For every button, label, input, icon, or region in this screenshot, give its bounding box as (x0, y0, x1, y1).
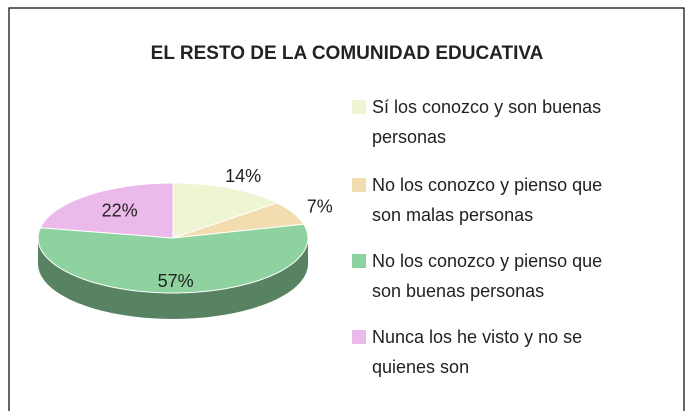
data-label: 22% (102, 200, 138, 220)
data-label: 57% (158, 271, 194, 291)
legend-swatch (352, 254, 366, 268)
legend-item: Sí los conozco y son buenas personas (352, 92, 642, 152)
legend-item: No los conozco y pienso que son buenas p… (352, 246, 642, 306)
legend-label: Sí los conozco y son buenas personas (372, 97, 602, 147)
slice (172, 182, 279, 239)
slice (172, 202, 305, 239)
slice (37, 223, 309, 294)
slice-side (38, 238, 308, 319)
legend-label: No los conozco y pienso que son malas pe… (372, 175, 603, 225)
data-label: 7% (307, 196, 333, 216)
data-label: 14% (225, 166, 261, 186)
legend-swatch (352, 100, 366, 114)
legend-item: No los conozco y pienso que son malas pe… (352, 170, 642, 230)
legend-swatch (352, 178, 366, 192)
chart-title: EL RESTO DE LA COMUNIDAD EDUCATIVA (151, 43, 544, 64)
legend-label: Nunca los he visto y no se quienes son (372, 327, 583, 377)
slice (39, 182, 174, 239)
legend-label: No los conozco y pienso que son buenas p… (372, 251, 603, 301)
legend-swatch (352, 330, 366, 344)
legend-item: Nunca los he visto y no se quienes son (352, 322, 642, 382)
